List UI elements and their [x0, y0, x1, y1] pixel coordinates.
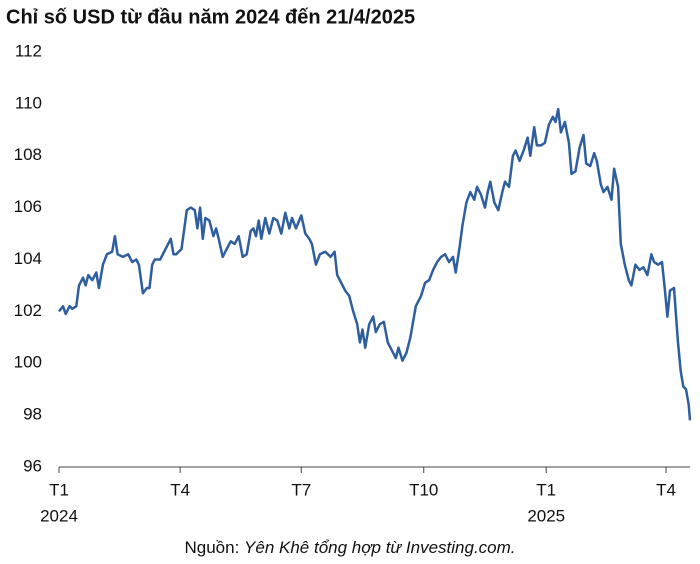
y-tick-label: 100	[14, 353, 42, 372]
y-tick-label: 98	[23, 405, 42, 424]
x-tick-label: T7	[291, 480, 311, 499]
source-note: Nguồn: Yên Khê tổng hợp từ Investing.com…	[184, 538, 515, 557]
chart-title: Chỉ số USD từ đầu năm 2024 đến 21/4/2025	[6, 6, 415, 28]
y-tick-label: 110	[15, 93, 42, 112]
x-tick-label: T1	[536, 480, 556, 499]
x-tick-label: T4	[656, 480, 676, 499]
year-label: 2025	[527, 506, 565, 525]
y-tick-label: 112	[15, 41, 42, 60]
y-tick-label: 106	[14, 197, 42, 216]
x-tick-label: T10	[409, 480, 438, 499]
x-tick-label: T4	[170, 480, 190, 499]
y-tick-label: 108	[14, 145, 42, 164]
source: Yên Khê tổng hợp từ Investing.com.	[244, 538, 516, 557]
x-tick-label: T1	[49, 480, 69, 499]
source-prefix: Nguồn:	[184, 538, 239, 557]
y-tick-label: 96	[23, 456, 42, 475]
y-tick-label: 102	[14, 301, 42, 320]
year-label: 2024	[40, 506, 78, 525]
y-tick-label: 104	[14, 249, 42, 268]
series-line	[58, 107, 692, 421]
